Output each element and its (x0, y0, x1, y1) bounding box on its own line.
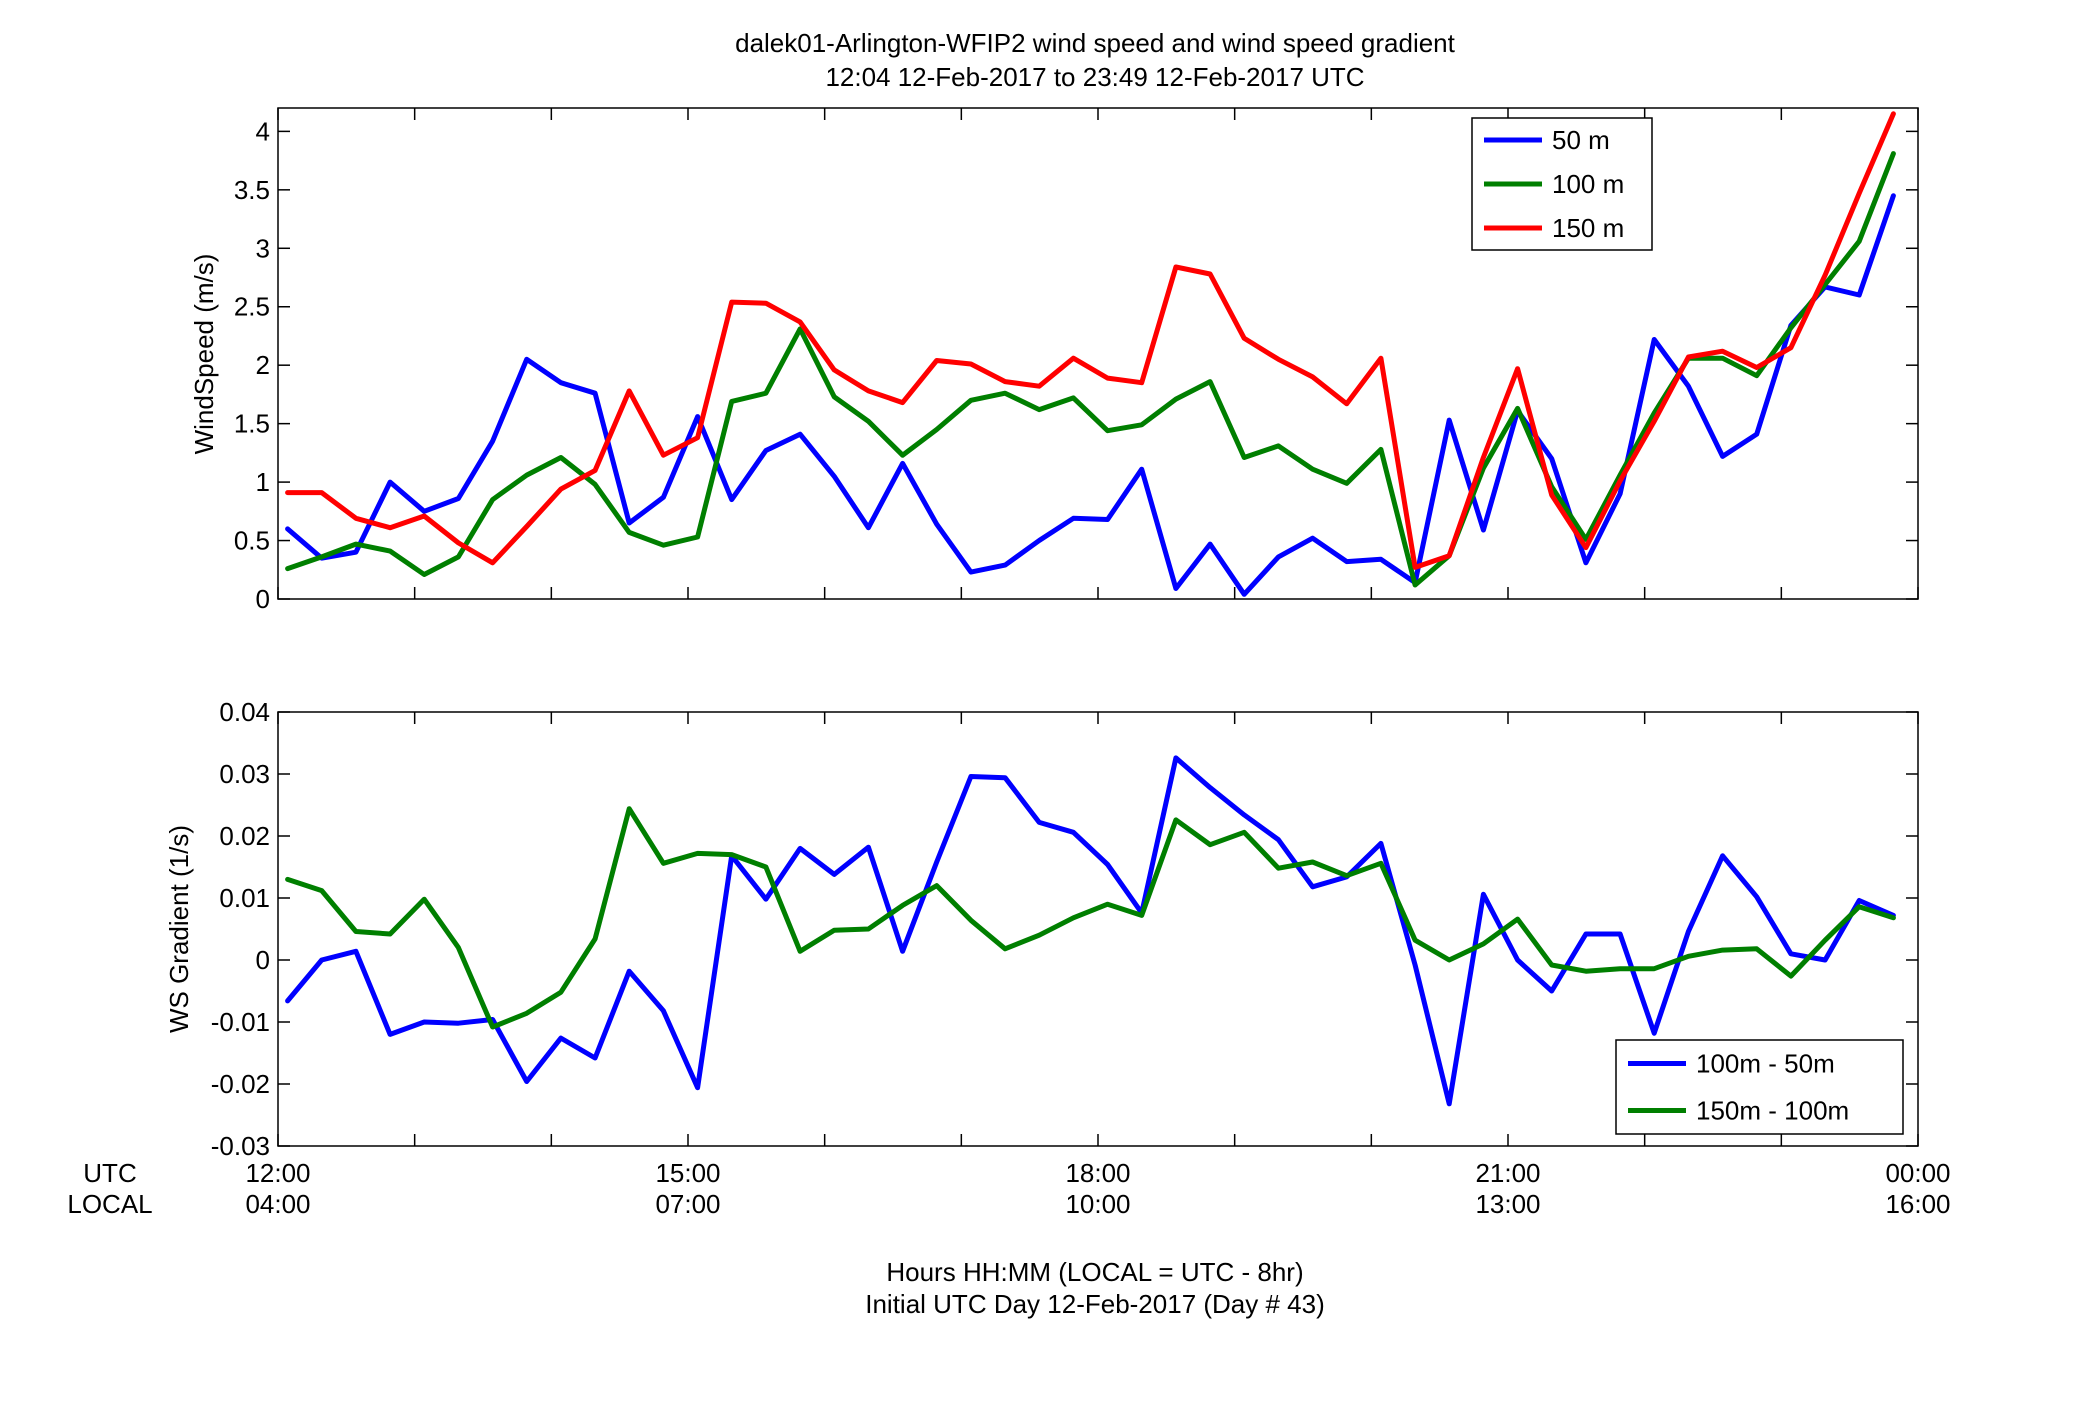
gradient-legend: 100m - 50m 150m - 100m (1615, 1039, 1904, 1135)
x-tick-label-local: 04:00 (245, 1189, 310, 1219)
windspeed-legend-label-3: 150 m (1552, 213, 1624, 243)
gradient-legend-label-2: 150m - 100m (1696, 1096, 1849, 1126)
gradient-ylabel: WS Gradient (1/s) (164, 825, 194, 1033)
windspeed-series (285, 111, 1896, 597)
gradient-ytick-label: 0.01 (219, 883, 270, 913)
x-tick-label-utc: 15:00 (655, 1158, 720, 1188)
windspeed-ytick-label: 3.5 (234, 175, 270, 205)
gradient-ytick-label: 0 (256, 945, 270, 975)
chart-title: dalek01-Arlington-WFIP2 wind speed and w… (735, 28, 1456, 58)
windspeed-ylabel: WindSpeed (m/s) (189, 254, 219, 455)
gradient-panel: -0.03 -0.02 -0.01 0 0.01 0.02 0.03 0.04 WS Grad… (164, 697, 1919, 1161)
gradient-series-line-1 (285, 755, 1896, 1107)
windspeed-ytick-label: 2 (256, 350, 270, 380)
gradient-ytick-label: -0.02 (211, 1069, 270, 1099)
chart-subtitle: 12:04 12-Feb-2017 to 23:49 12-Feb-2017 U… (825, 62, 1364, 92)
x-tick-label-utc: 12:00 (245, 1158, 310, 1188)
windspeed-legend-label-2: 100 m (1552, 169, 1624, 199)
windspeed-ytick-label: 1 (256, 467, 270, 497)
xlabel-line1: Hours HH:MM (LOCAL = UTC - 8hr) (886, 1257, 1303, 1287)
windspeed-ytick-label: 4 (256, 116, 270, 146)
gradient-ytick-label: -0.03 (211, 1131, 270, 1161)
windspeed-ytick-label: 1.5 (234, 409, 270, 439)
x-tick-label-utc: 21:00 (1475, 1158, 1540, 1188)
windspeed-series-line-2 (285, 151, 1896, 588)
x-tick-label-local: 16:00 (1885, 1189, 1950, 1219)
windspeed-axis-ticks: 0 0.5 1 1.5 2 2.5 3 3.5 4 (234, 108, 1919, 614)
gradient-series-line-2 (285, 806, 1896, 1030)
windspeed-ytick-label: 3 (256, 233, 270, 263)
gradient-legend-box (1615, 1039, 1904, 1135)
windspeed-ytick-label: 0.5 (234, 526, 270, 556)
x-row-label-local: LOCAL (67, 1189, 152, 1219)
gradient-ytick-label: 0.02 (219, 821, 270, 851)
windspeed-plot-area (277, 107, 1919, 600)
windspeed-ytick-label: 2.5 (234, 292, 270, 322)
windspeed-legend: 50 m 100 m 150 m (1471, 117, 1653, 251)
x-tick-label-local: 10:00 (1065, 1189, 1130, 1219)
windspeed-ytick-label: 0 (256, 584, 270, 614)
gradient-ytick-label: 0.03 (219, 759, 270, 789)
xlabel-line2: Initial UTC Day 12-Feb-2017 (Day # 43) (865, 1289, 1325, 1319)
x-tick-label-utc: 00:00 (1885, 1158, 1950, 1188)
gradient-series (285, 755, 1896, 1107)
gradient-ytick-label: 0.04 (219, 697, 270, 727)
windspeed-panel: 0 0.5 1 1.5 2 2.5 3 3.5 4 WindSpeed (m/s) 50 m 10… (189, 107, 1919, 614)
gradient-legend-label-1: 100m - 50m (1696, 1049, 1835, 1079)
x-tick-label-local: 07:00 (655, 1189, 720, 1219)
gradient-axis-ticks: -0.03 -0.02 -0.01 0 0.01 0.02 0.03 0.04 (211, 697, 1919, 1161)
gradient-ytick-label: -0.01 (211, 1007, 270, 1037)
x-row-label-utc: UTC (83, 1158, 136, 1188)
windspeed-legend-label-1: 50 m (1552, 125, 1610, 155)
x-tick-label-local: 13:00 (1475, 1189, 1540, 1219)
x-tick-label-utc: 18:00 (1065, 1158, 1130, 1188)
windspeed-series-line-3 (285, 111, 1896, 570)
